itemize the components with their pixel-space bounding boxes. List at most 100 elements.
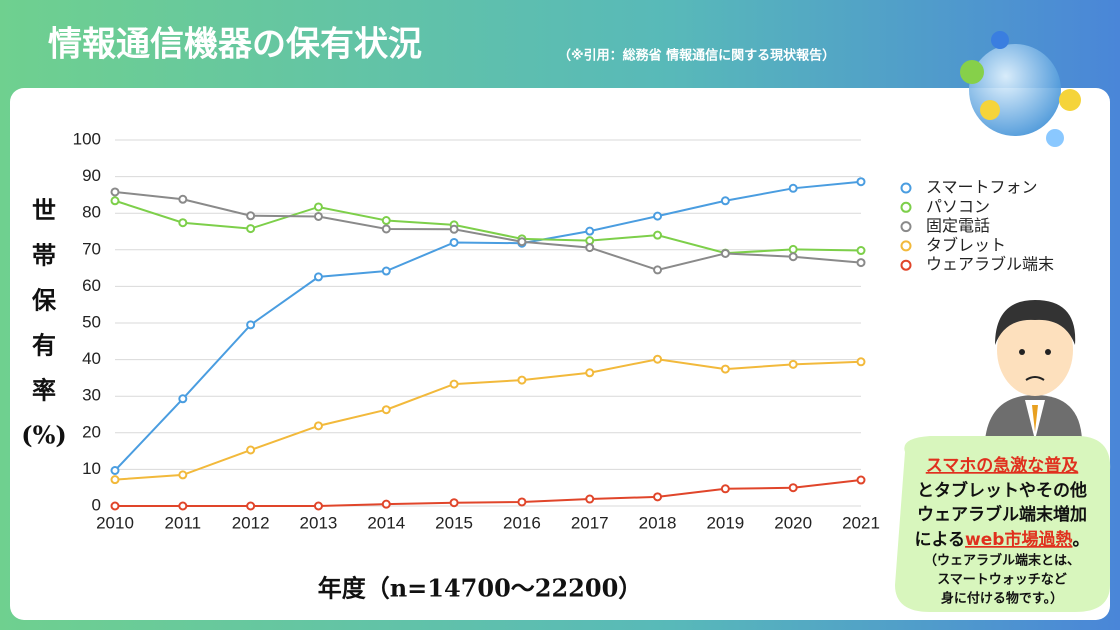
data-point [788,483,798,493]
data-point [313,202,323,212]
data-point [653,211,663,221]
data-point [178,470,188,480]
data-point [178,218,188,228]
data-point [381,266,391,276]
data-point [246,445,256,455]
data-point [381,405,391,415]
data-point [585,368,595,378]
panel [10,88,1110,620]
data-point [246,501,256,511]
data-point [856,258,866,268]
data-point [449,498,459,508]
callout-bubble [895,436,1111,612]
data-point [856,475,866,485]
legend-label: ウェアラブル端末 [926,255,1054,274]
data-point [788,252,798,262]
data-point [585,494,595,504]
series-line [115,479,862,507]
x-tick-label: 2012 [232,513,270,532]
data-point [246,211,256,221]
x-tick-label: 2019 [706,513,744,532]
data-point [449,237,459,247]
data-point [313,211,323,221]
data-point [653,492,663,502]
callout-highlight: スマホの急激な普及 [926,455,1079,476]
data-point [585,243,595,253]
callout-text: ウェアラブル端末増加 [917,504,1087,525]
data-point [313,421,323,431]
series-line [114,358,862,481]
x-axis-label: 年度（n=14700〜22200） [318,574,643,603]
series-line [114,199,862,255]
legend-label: 固定電話 [926,216,990,235]
y-axis-label: 保 [31,286,57,315]
callout-text: による [915,530,966,550]
x-tick-label: 2011 [165,513,202,532]
data-point [856,357,866,367]
data-point [720,248,730,258]
legend-marker [900,259,912,271]
data-point [517,237,527,247]
data-point [110,475,120,485]
x-tick-label: 2013 [300,513,338,532]
data-point [788,359,798,369]
globe-decoration [960,31,1081,147]
x-tick-label: 2020 [774,513,812,532]
data-point [313,272,323,282]
data-point [178,501,188,511]
x-tick-label: 2017 [571,513,609,532]
data-point [653,354,663,364]
legend-marker [900,201,912,213]
data-point [517,375,527,385]
x-tick-label: 2016 [503,513,541,532]
x-tick-label: 2018 [639,513,677,532]
character-illustration [985,300,1082,440]
legend-label: スマートフォン [926,178,1038,197]
data-point [720,196,730,206]
y-tick-label: 50 [82,312,101,331]
data-point [246,224,256,234]
data-point [381,499,391,509]
callout-line: によるweb市場過熱。 [915,529,1090,550]
callout-text: とタブレットやその他 [917,480,1087,501]
y-tick-label: 100 [73,129,101,148]
legend-marker [900,221,912,233]
data-point [788,244,798,254]
legend-label: タブレット [926,235,1006,254]
y-tick-label: 20 [82,422,101,441]
callout-text: 。 [1072,530,1089,550]
y-axis-label: 有 [32,331,56,360]
legend-marker [900,240,912,252]
x-tick-label: 2015 [435,513,473,532]
data-point [178,194,188,204]
series-line [114,180,862,472]
data-point [856,246,866,256]
data-point [449,224,459,234]
callout-note: 身に付ける物です。） [941,591,1063,607]
data-point [110,196,120,206]
data-point [788,183,798,193]
y-tick-label: 0 [92,495,101,514]
data-point [381,216,391,226]
data-point [585,236,595,246]
series-line [114,190,862,271]
y-tick-label: 10 [82,459,101,478]
x-tick-label: 2014 [367,513,405,532]
callout-highlight: web市場過熱 [965,529,1072,550]
data-point [246,320,256,330]
y-tick-label: 90 [82,166,101,185]
data-point [449,379,459,389]
plot-area: 0 10 20 30 40 50 60 70 80 90 100 2010 2011 2012 2013 20… [21,129,1054,532]
data-point [653,265,663,275]
legend-label: パソコン [926,197,990,216]
data-point [856,177,866,187]
legend-marker [900,182,912,194]
callout-note: （ウェアラブル端末とは、 [924,553,1080,569]
y-tick-label: 60 [82,276,101,295]
data-point [110,465,120,475]
subtitle: （※引用：総務省 情報通信に関する現状報告） [558,48,835,64]
data-point [110,187,120,197]
y-axis-label: 世 [32,196,56,225]
data-point [517,497,527,507]
